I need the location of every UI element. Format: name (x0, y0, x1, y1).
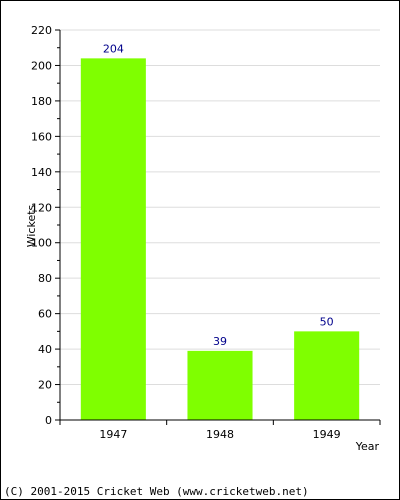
y-axis-title: Wickets (25, 204, 38, 247)
y-tick-label: 0 (45, 414, 52, 427)
bar (187, 350, 253, 420)
y-tick-label: 40 (38, 343, 52, 356)
x-axis-ticks: 1947 1948 1949 (59, 420, 381, 441)
y-tick-label: 160 (31, 130, 52, 143)
bar (80, 58, 146, 420)
value-labels: 204 39 50 (103, 42, 334, 348)
y-tick-label: 100 (31, 237, 52, 250)
y-tick-label: 140 (31, 166, 52, 179)
y-tick-label: 60 (38, 308, 52, 321)
y-tick-label: 20 (38, 379, 52, 392)
bar-value-label: 204 (103, 42, 124, 55)
y-tick-label: 200 (31, 59, 52, 72)
y-axis-ticks: 0 20 40 60 80 100 120 140 160 180 200 220 (31, 24, 60, 427)
bar-value-label: 50 (320, 315, 334, 328)
footer-copyright: (C) 2001-2015 Cricket Web (www.cricketwe… (4, 485, 309, 498)
y-tick-label: 120 (31, 201, 52, 214)
y-tick-label: 180 (31, 95, 52, 108)
x-tick-label: 1947 (99, 428, 127, 441)
x-tick-label: 1948 (206, 428, 234, 441)
x-axis-title: Year (355, 440, 380, 453)
y-tick-label: 220 (31, 24, 52, 37)
bars (80, 58, 360, 420)
x-tick-label: 1949 (313, 428, 341, 441)
y-tick-label: 80 (38, 272, 52, 285)
bar-value-label: 39 (213, 335, 227, 348)
bar (294, 331, 360, 420)
